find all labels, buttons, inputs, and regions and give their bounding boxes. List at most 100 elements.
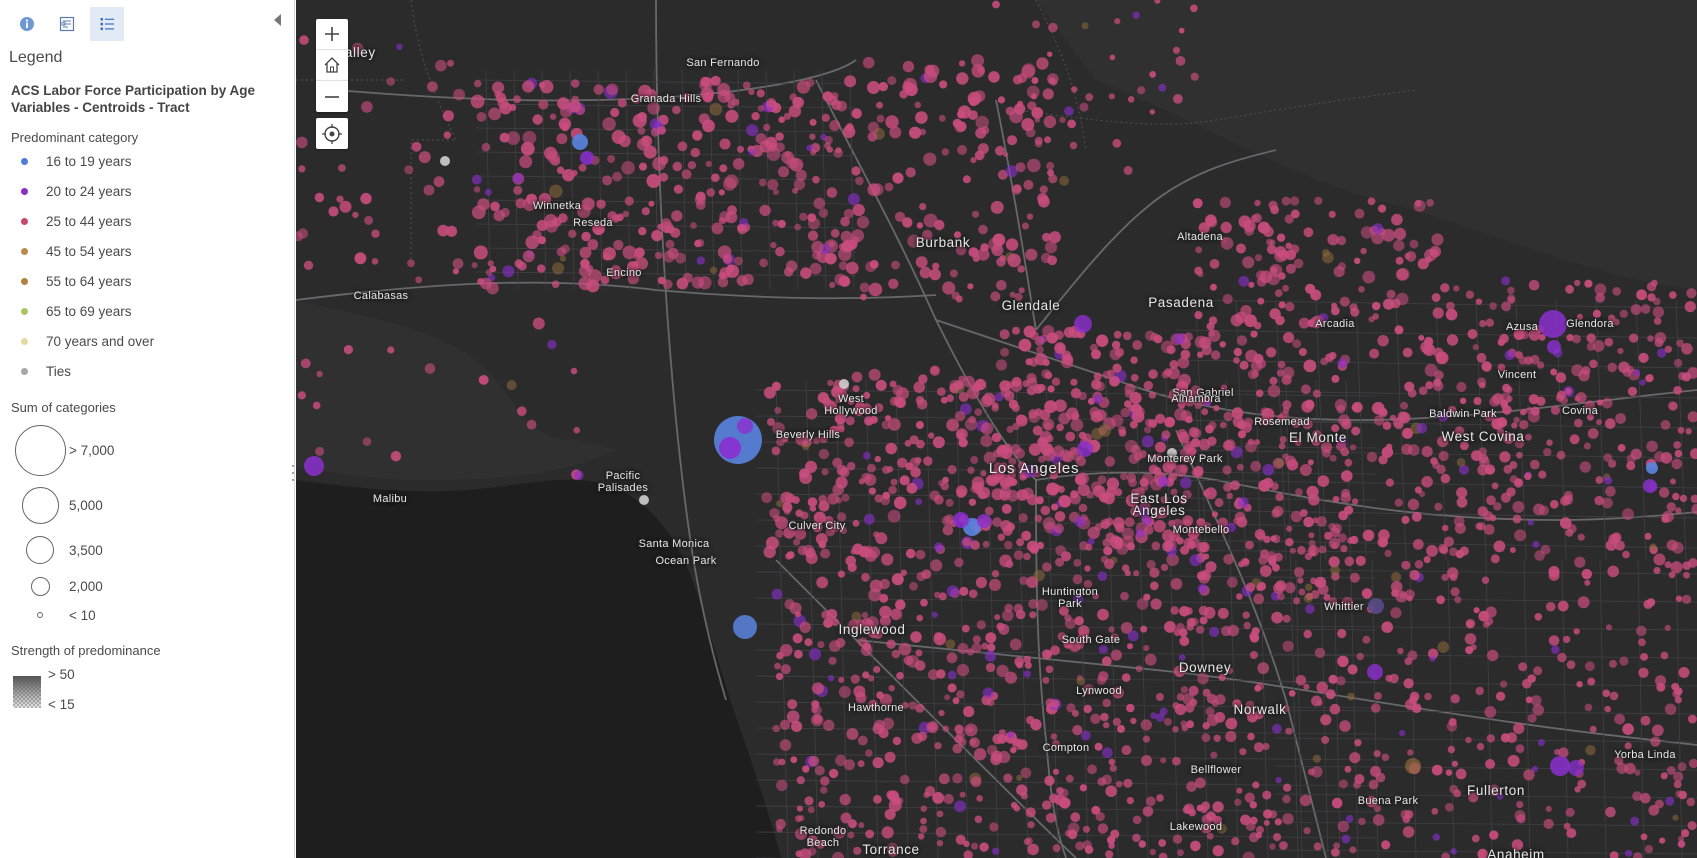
- tract-dot[interactable]: [935, 826, 947, 838]
- tract-dot[interactable]: [1007, 465, 1016, 474]
- tract-dot[interactable]: [1666, 502, 1677, 512]
- tract-dot[interactable]: [1157, 476, 1169, 488]
- tract-dot[interactable]: [992, 733, 1003, 745]
- tract-dot[interactable]: [1633, 852, 1643, 858]
- tract-dot[interactable]: [1210, 283, 1217, 291]
- tract-dot[interactable]: [481, 142, 491, 152]
- tract-dot[interactable]: [1186, 781, 1197, 792]
- tract-dot[interactable]: [1170, 606, 1179, 615]
- tract-dot[interactable]: [1531, 765, 1538, 773]
- tract-dot[interactable]: [1686, 797, 1696, 807]
- tract-dot[interactable]: [772, 219, 779, 227]
- tract-dot[interactable]: [974, 815, 983, 824]
- tract-dot[interactable]: [1488, 784, 1500, 797]
- tract-dot[interactable]: [1678, 835, 1684, 842]
- tract-dot[interactable]: [1484, 617, 1494, 626]
- tract-dot[interactable]: [884, 808, 896, 820]
- tract-dot[interactable]: [775, 516, 789, 530]
- tract-dot[interactable]: [1135, 665, 1143, 673]
- tract-dot[interactable]: [1275, 777, 1282, 784]
- tract-dot[interactable]: [814, 765, 825, 776]
- tract-dot[interactable]: [1251, 370, 1259, 378]
- tract-dot[interactable]: [1214, 498, 1224, 508]
- tract-dot[interactable]: [724, 174, 739, 189]
- tract-dot[interactable]: [1554, 748, 1561, 756]
- tract-dot[interactable]: [1236, 335, 1248, 346]
- tract-dot[interactable]: [1051, 740, 1060, 748]
- tract-dot[interactable]: [1436, 595, 1445, 605]
- tract-dot[interactable]: [1507, 754, 1520, 767]
- tract-dot[interactable]: [478, 375, 489, 385]
- tract-dot[interactable]: [1248, 281, 1255, 288]
- tract-dot[interactable]: [1148, 419, 1158, 428]
- tract-dot[interactable]: [1160, 495, 1169, 504]
- tract-dot[interactable]: [1670, 478, 1676, 485]
- tract-dot[interactable]: [1034, 514, 1043, 523]
- tract-dot[interactable]: [1301, 384, 1311, 395]
- tract-dot[interactable]: [718, 189, 725, 196]
- tract-dot[interactable]: [838, 676, 845, 683]
- tract-dot[interactable]: [1557, 652, 1567, 663]
- tract-dot[interactable]: [966, 648, 975, 656]
- tract-dot[interactable]: [1245, 582, 1256, 592]
- tract-dot[interactable]: [709, 102, 723, 116]
- tract-dot[interactable]: [1536, 396, 1546, 406]
- tract-dot[interactable]: [920, 817, 927, 825]
- tract-dot[interactable]: [942, 725, 949, 732]
- tract-dot[interactable]: [1237, 430, 1247, 439]
- tract-dot[interactable]: [946, 652, 958, 664]
- tract-dot[interactable]: [1465, 736, 1472, 744]
- tract-dot[interactable]: [1197, 351, 1204, 359]
- tract-dot[interactable]: [443, 131, 451, 139]
- tract-dot[interactable]: [868, 487, 877, 495]
- tract-dot[interactable]: [976, 620, 986, 630]
- tract-dot[interactable]: [802, 765, 810, 773]
- tract-dot[interactable]: [1478, 447, 1487, 456]
- tract-dot[interactable]: [1018, 338, 1032, 352]
- tract-dot[interactable]: [1677, 762, 1687, 772]
- tract-dot[interactable]: [1210, 751, 1218, 759]
- tract-dot[interactable]: [672, 161, 683, 172]
- tract-dot[interactable]: [1632, 791, 1642, 801]
- tract-dot[interactable]: [1235, 311, 1247, 324]
- tract-dot[interactable]: [1156, 794, 1164, 802]
- tract-dot[interactable]: [898, 642, 912, 656]
- tract-dot[interactable]: [1039, 185, 1048, 194]
- tract-dot[interactable]: [1592, 309, 1601, 318]
- tract-dot[interactable]: [748, 148, 756, 156]
- tract-dot[interactable]: [882, 717, 895, 730]
- tract-dot[interactable]: [1558, 747, 1569, 758]
- tract-dot[interactable]: [537, 264, 546, 273]
- tract-dot[interactable]: [709, 266, 718, 274]
- tract-dot[interactable]: [885, 442, 897, 455]
- tract-dot[interactable]: [1211, 350, 1221, 360]
- tract-dot[interactable]: [1269, 376, 1278, 385]
- tract-dot[interactable]: [1256, 276, 1267, 287]
- tract-dot[interactable]: [1382, 421, 1392, 430]
- tract-dot[interactable]: [1105, 850, 1114, 858]
- tract-dot[interactable]: [1475, 686, 1484, 696]
- tract-dot[interactable]: [1190, 617, 1199, 627]
- tract-dot[interactable]: [1418, 386, 1428, 396]
- tract-dot[interactable]: [1125, 494, 1139, 507]
- tract-dot[interactable]: [1383, 298, 1395, 310]
- tract-dot[interactable]: [1539, 310, 1567, 338]
- tract-dot[interactable]: [1666, 539, 1678, 551]
- tract-dot[interactable]: [771, 381, 781, 391]
- tract-dot[interactable]: [1239, 360, 1249, 370]
- tract-dot[interactable]: [1485, 318, 1495, 327]
- tract-dot[interactable]: [787, 699, 798, 710]
- tract-dot[interactable]: [1201, 570, 1212, 581]
- tract-dot[interactable]: [1573, 628, 1580, 635]
- tract-dot[interactable]: [1626, 461, 1636, 471]
- tract-dot[interactable]: [1167, 448, 1177, 458]
- tract-dot[interactable]: [1143, 644, 1150, 652]
- tract-dot[interactable]: [360, 192, 372, 205]
- tract-dot[interactable]: [1627, 386, 1638, 397]
- tract-dot[interactable]: [1373, 804, 1382, 813]
- tract-dot[interactable]: [1144, 653, 1157, 666]
- tract-dot[interactable]: [1190, 4, 1198, 13]
- tract-dot[interactable]: [1070, 388, 1082, 399]
- tract-dot[interactable]: [1254, 529, 1266, 540]
- tract-dot[interactable]: [1424, 363, 1438, 377]
